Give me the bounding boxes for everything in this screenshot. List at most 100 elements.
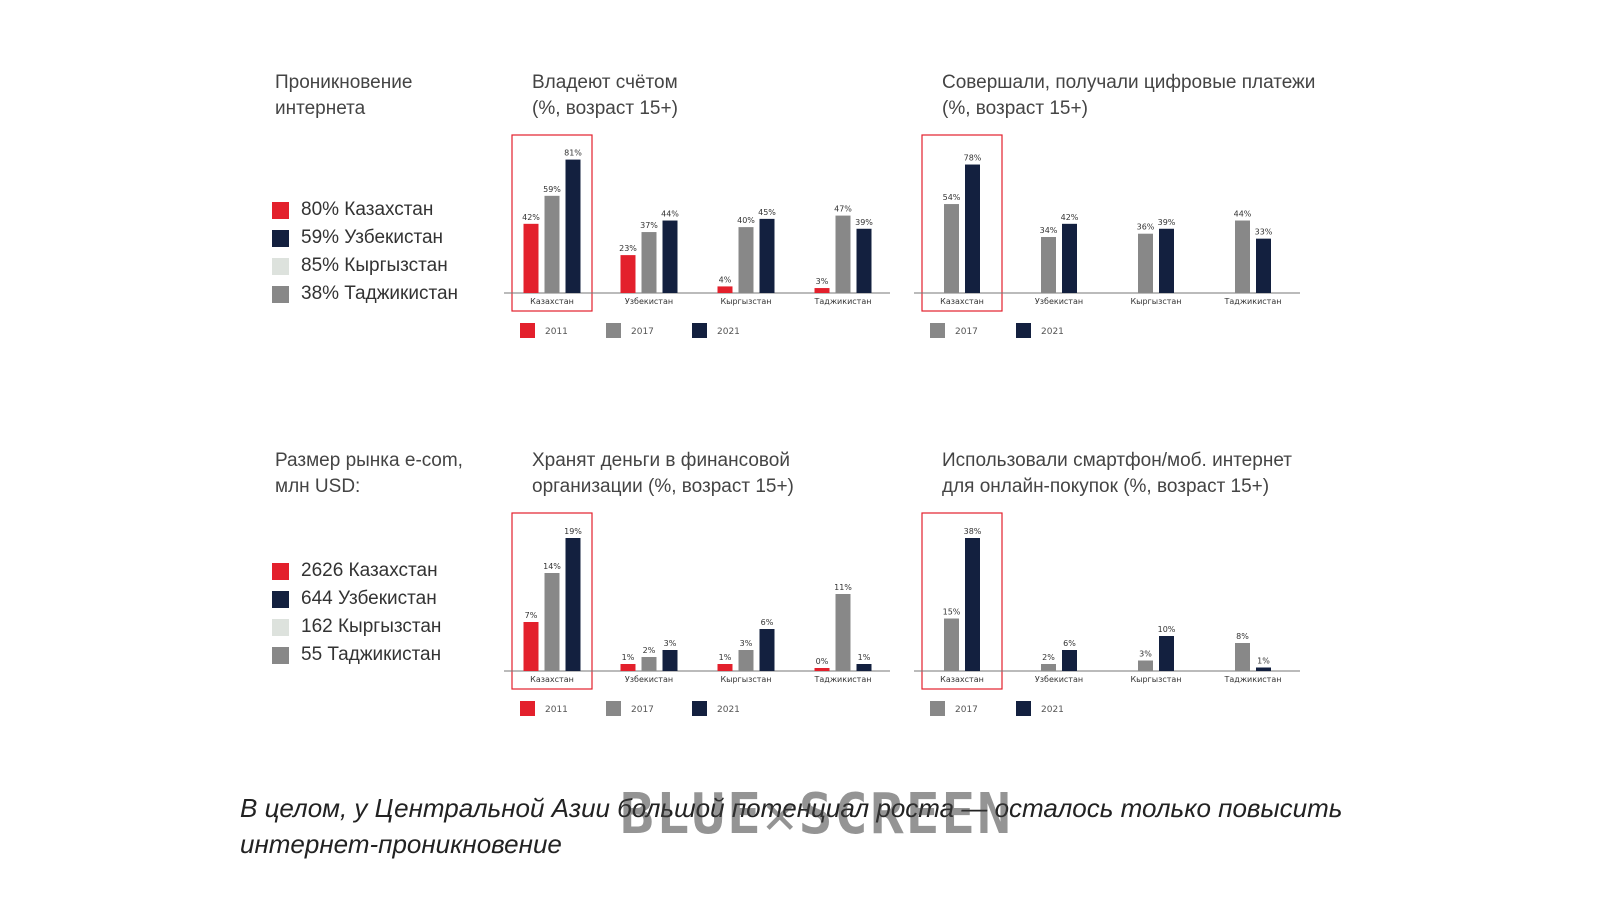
category-label: Кыргызстан (720, 297, 771, 306)
bar-value-label: 7% (525, 611, 538, 620)
bar-value-label: 14% (543, 562, 561, 571)
legend-swatch-2017 (930, 323, 945, 338)
bar-2017 (1138, 660, 1153, 671)
bar-2017 (544, 573, 560, 671)
legend-label: 2021 (717, 327, 740, 337)
bar-value-label: 3% (740, 639, 753, 648)
legend-text: 80% Казахстан (301, 199, 434, 220)
bar-value-label: 44% (1234, 210, 1252, 219)
legend-text: 2626 Казахстан (301, 560, 438, 581)
bar-value-label: 4% (719, 275, 732, 284)
category-label: Узбекистан (1035, 297, 1083, 306)
bar-2017 (1138, 233, 1153, 293)
bar-2021 (1062, 223, 1077, 293)
bar-value-label: 23% (619, 244, 637, 253)
chart-digital-payments: 54% 78% Казахстан 34% 42% Узбекистан 36% 39% Кыр… (914, 130, 1320, 360)
bar-2011 (717, 286, 733, 293)
bar-value-label: 81% (564, 149, 582, 158)
legend-swatch-2021 (692, 701, 707, 716)
category-label: Таджикистан (814, 675, 872, 684)
legend-label: 2011 (545, 327, 568, 337)
category-label: Казахстан (940, 675, 984, 684)
chart-title-account: Владеют счётом (%, возраст 15+) (532, 72, 678, 119)
legend-swatch-2017 (930, 701, 945, 716)
bar-2017 (1041, 664, 1056, 671)
bar-2017 (1041, 237, 1056, 293)
bar-2021 (1159, 636, 1174, 671)
bar-2021 (1256, 238, 1271, 293)
bar-value-label: 33% (1255, 228, 1273, 237)
legend-swatch-2017 (606, 323, 621, 338)
highlight-box (511, 512, 593, 690)
bar-2021 (1159, 228, 1174, 293)
bar-2021 (1256, 667, 1271, 671)
bar-2017 (944, 618, 959, 671)
bar-2021 (965, 164, 980, 293)
bar-value-label: 6% (1063, 639, 1076, 648)
legend-swatch-2021 (1016, 323, 1031, 338)
legend-item: 80% Казахстан (272, 196, 458, 224)
chart-title-smartphone-purchases: Использовали смартфон/моб. интернет для … (942, 450, 1292, 497)
bar-value-label: 40% (737, 216, 755, 225)
legend-swatch (272, 257, 289, 275)
bar-2017 (835, 215, 851, 293)
legend-text: 644 Узбекистан (301, 588, 437, 609)
bar-value-label: 38% (964, 527, 982, 536)
bar-2021 (759, 218, 775, 293)
legend-item: 55 Таджикистан (272, 641, 441, 669)
legend-swatch-2011 (520, 323, 535, 338)
bar-2011 (814, 668, 830, 671)
bar-2021 (662, 650, 678, 671)
category-label: Кыргызстан (1130, 297, 1181, 306)
category-label: Казахстан (530, 297, 574, 306)
bar-value-label: 42% (522, 213, 540, 222)
bar-2017 (1235, 643, 1250, 671)
category-label: Таджикистан (1224, 297, 1282, 306)
legend-swatch-2021 (1016, 701, 1031, 716)
legend-swatch (272, 201, 289, 219)
bar-2021 (965, 538, 980, 671)
ecom-market-title: Размер рынка e-com, млн USD: (275, 450, 463, 497)
bar-value-label: 54% (943, 193, 961, 202)
bar-value-label: 1% (858, 653, 871, 662)
legend-label: 2017 (631, 705, 654, 715)
bar-value-label: 15% (943, 608, 961, 617)
bar-2011 (620, 255, 636, 293)
legend-swatch (272, 646, 289, 664)
legend-text: 55 Таджикистан (301, 644, 442, 665)
legend-label: 2017 (955, 327, 978, 337)
legend-label: 2017 (631, 327, 654, 337)
legend-text: 38% Таджикистан (301, 283, 459, 304)
chart-account-ownership: 42% 59% 81% Казахстан 23% 37% 44% Узбекистан 4% 4… (504, 130, 910, 360)
bar-2017 (544, 195, 560, 293)
bar-value-label: 44% (661, 210, 679, 219)
legend-label: 2011 (545, 705, 568, 715)
legend-label: 2021 (717, 705, 740, 715)
category-label: Кыргызстан (1130, 675, 1181, 684)
bar-value-label: 6% (761, 618, 774, 627)
legend-item: 162 Кыргызстан (272, 613, 441, 641)
bar-value-label: 2% (1042, 653, 1055, 662)
legend-swatch-2011 (520, 701, 535, 716)
chart-savings: 7% 14% 19% Казахстан 1% 2% 3% Узбекистан 1% 3% 6% К… (504, 508, 910, 738)
highlight-box (921, 512, 1003, 690)
bar-2011 (523, 622, 539, 671)
legend-swatch (272, 285, 289, 303)
bar-2021 (856, 664, 872, 671)
legend-swatch (272, 562, 289, 580)
legend-item: 85% Кыргызстан (272, 252, 458, 280)
bar-value-label: 59% (543, 185, 561, 194)
legend-label: 2021 (1041, 705, 1064, 715)
highlight-box (511, 134, 593, 312)
bar-value-label: 1% (1257, 657, 1270, 666)
legend-item: 2626 Казахстан (272, 557, 441, 585)
category-label: Кыргызстан (720, 675, 771, 684)
bar-2021 (565, 159, 581, 293)
bar-value-label: 3% (1139, 650, 1152, 659)
summary-caption: В целом, у Центральной Азии большой поте… (240, 793, 1343, 859)
legend-item: 644 Узбекистан (272, 585, 441, 613)
category-label: Узбекистан (1035, 675, 1083, 684)
legend-item: 59% Узбекистан (272, 224, 458, 252)
chart-title-digital-payments: Совершали, получали цифровые платежи (%,… (942, 72, 1316, 119)
category-label: Узбекистан (625, 297, 673, 306)
